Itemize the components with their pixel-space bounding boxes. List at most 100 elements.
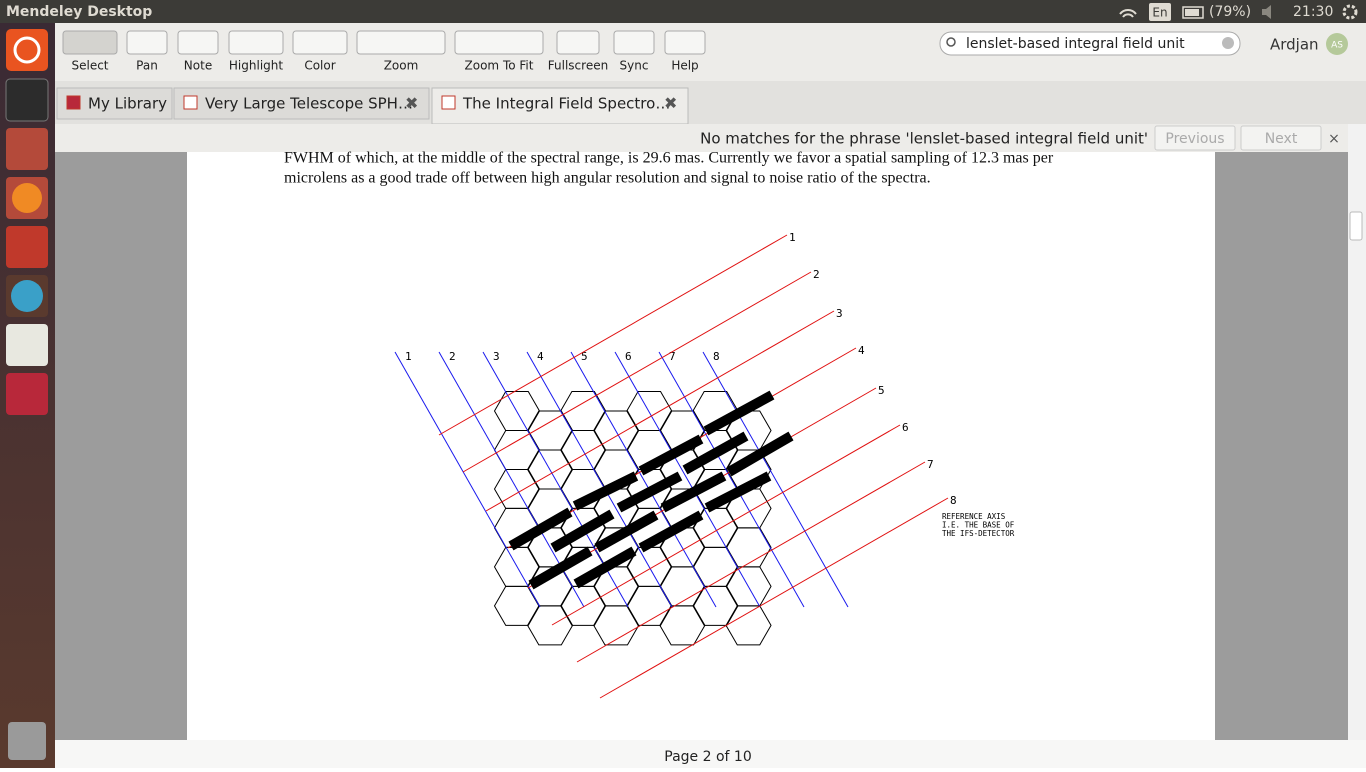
clock[interactable]: 21:30 <box>1293 4 1333 20</box>
files-icon[interactable] <box>6 128 48 170</box>
tab[interactable] <box>173 87 430 120</box>
red-line <box>485 310 835 512</box>
toolbar-button[interactable] <box>292 30 348 55</box>
hexagon <box>659 605 706 646</box>
spectrum-bar <box>528 546 593 590</box>
toolbar-label: Pan <box>136 59 158 73</box>
red-label: 6 <box>902 421 909 434</box>
red-line <box>599 497 949 699</box>
blue-label: 7 <box>669 350 676 363</box>
toolbar-label: Zoom <box>384 59 419 73</box>
tab-close[interactable]: ✖ <box>405 94 418 113</box>
spectrum-bar <box>638 434 704 476</box>
search-text[interactable]: lenslet-based integral field unit <box>966 36 1185 52</box>
blue-line <box>658 351 805 608</box>
toolbar-button[interactable] <box>454 30 544 55</box>
document-line: microlens as a good trade off between hi… <box>284 170 931 187</box>
toolbar-button[interactable] <box>126 30 168 55</box>
tab[interactable] <box>431 87 689 125</box>
toolbar-label: Select <box>71 59 108 73</box>
toolbar-button[interactable] <box>664 30 706 55</box>
document-content: FWHM of which, at the middle of the spec… <box>284 150 1054 699</box>
spectrum-bar <box>573 546 637 589</box>
tex-icon[interactable] <box>6 324 48 366</box>
blue-label: 3 <box>493 350 500 363</box>
toolbar-label: Sync <box>620 59 649 73</box>
blue-label: 1 <box>405 350 412 363</box>
avatar-initials: AS <box>1331 41 1343 51</box>
spectrum-bar <box>660 471 727 513</box>
red-label: 5 <box>878 384 885 397</box>
toolbar-button[interactable] <box>556 30 600 55</box>
red-label: 2 <box>813 268 820 281</box>
toolbar-button[interactable] <box>356 30 446 55</box>
firefox-icon <box>12 183 42 213</box>
find-close[interactable]: × <box>1328 131 1340 147</box>
scroll-thumb[interactable] <box>1349 211 1363 241</box>
hexagon <box>560 585 607 626</box>
find-bar <box>55 124 1366 152</box>
tab-icon <box>66 95 81 110</box>
previous-button[interactable] <box>1154 125 1236 151</box>
document-page <box>187 152 1215 740</box>
red-line <box>551 424 901 626</box>
search-box[interactable] <box>939 31 1241 56</box>
user-name[interactable]: Ardjan <box>1270 36 1319 54</box>
mendeley-icon[interactable] <box>6 373 48 415</box>
volume-icon[interactable] <box>1262 5 1271 19</box>
red-line <box>462 271 812 473</box>
tab-title: My Library <box>88 95 167 113</box>
toolbar-buttons: Select Pan Note Highlight Color Zoom Zoom To F… <box>62 30 706 73</box>
toolbar-button[interactable] <box>177 30 219 55</box>
trash-icon[interactable] <box>8 722 46 760</box>
wifi-icon <box>1119 9 1137 18</box>
spectrum-bar <box>682 431 749 475</box>
next-button[interactable] <box>1240 125 1322 151</box>
blue-line <box>526 351 673 608</box>
settings-icon[interactable] <box>1342 4 1358 20</box>
tab-title: Very Large Telescope SPH… <box>205 95 413 113</box>
toolbar-label: Color <box>304 59 335 73</box>
launcher-icons <box>5 29 49 760</box>
red-label: 8 <box>950 494 957 507</box>
stellarium-icon <box>11 280 43 312</box>
tabs: My Library Very Large Telescope SPH…✖ The … <box>56 87 689 125</box>
reader-icon[interactable] <box>6 226 48 268</box>
app-title: Mendeley Desktop <box>6 4 152 20</box>
status-bar <box>55 740 1366 768</box>
keyboard-icon <box>1149 3 1171 21</box>
next-label: Next <box>1265 131 1298 147</box>
spectrum-bar <box>726 431 794 477</box>
spectrum-bar <box>704 471 772 513</box>
search-clear[interactable] <box>1222 37 1234 49</box>
hexagon <box>526 605 574 646</box>
red-label: 7 <box>927 458 934 471</box>
blue-label: 2 <box>449 350 456 363</box>
red-line <box>438 234 788 436</box>
toolbar-button[interactable] <box>62 30 118 55</box>
terminal-icon[interactable] <box>5 78 49 122</box>
spectrum-bar <box>616 471 683 513</box>
scrollbar[interactable] <box>1348 124 1366 740</box>
avatar[interactable] <box>1326 33 1348 55</box>
blue-label: 4 <box>537 350 544 363</box>
blue-label: 8 <box>713 350 720 363</box>
search-icon <box>946 37 956 47</box>
tab-close[interactable]: ✖ <box>664 94 677 113</box>
spectrum-bar <box>638 510 704 553</box>
blue-line <box>394 351 541 608</box>
toolbar-label: Highlight <box>229 59 283 73</box>
toolbar-button[interactable] <box>613 30 655 55</box>
red-label: 4 <box>858 344 865 357</box>
ubuntu-icon[interactable] <box>6 29 48 71</box>
toolbar-button[interactable] <box>228 30 284 55</box>
keyboard-layout[interactable]: En <box>1152 6 1167 20</box>
blue-label: 5 <box>581 350 588 363</box>
blue-line <box>702 351 849 608</box>
toolbar-label: Note <box>184 59 212 73</box>
blue-line <box>570 351 717 608</box>
reference-note: THE IFS-DETECTOR <box>942 529 1015 538</box>
battery-level <box>1185 9 1199 16</box>
